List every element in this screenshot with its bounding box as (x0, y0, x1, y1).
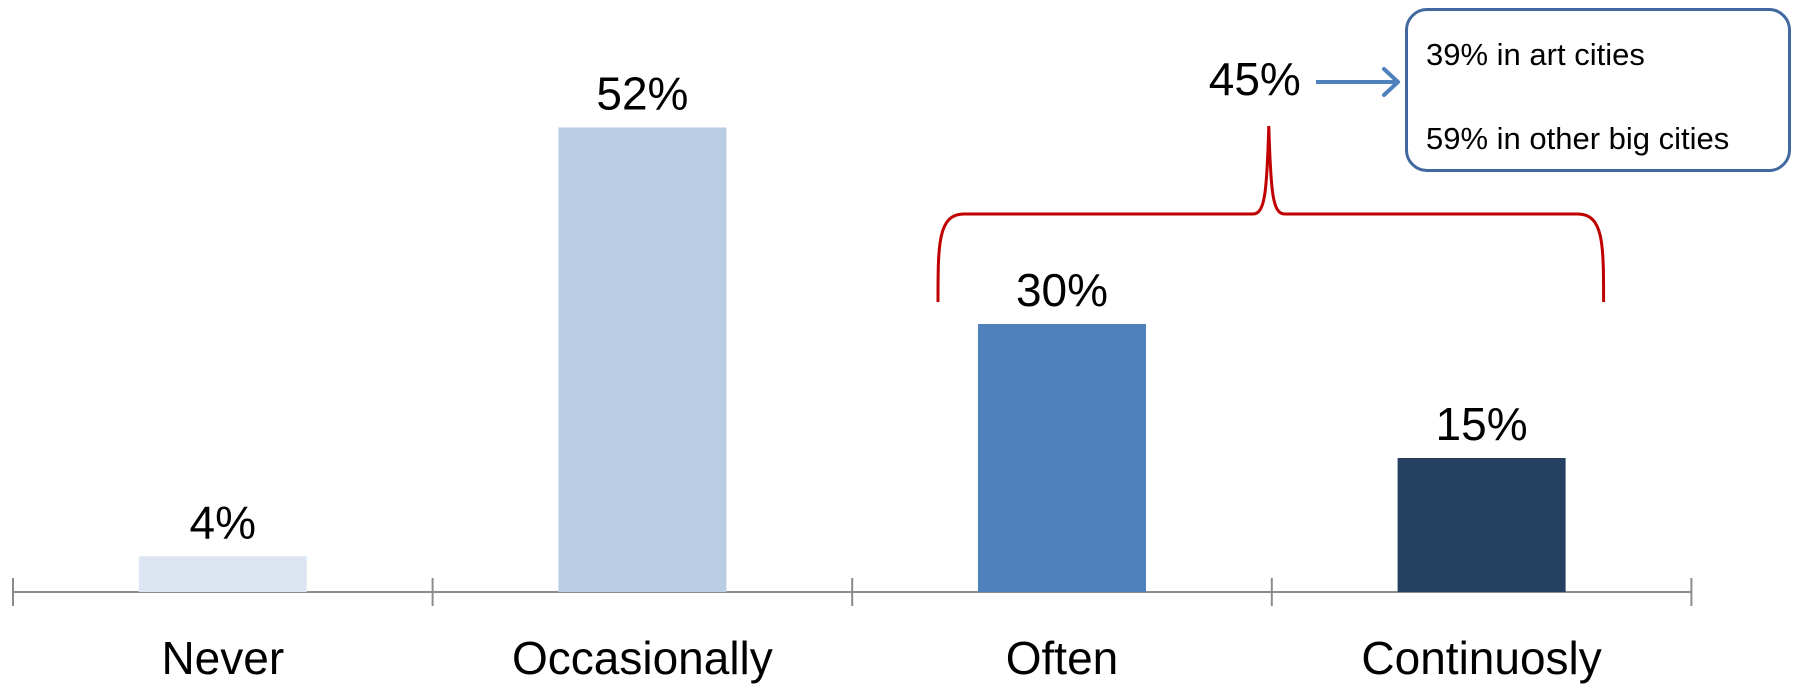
group-total-label: 45% (1209, 53, 1301, 105)
value-label: 30% (1016, 264, 1108, 316)
callout-box: 39% in art cities 59% in other big citie… (1405, 8, 1791, 172)
callout-line-art-cities: 39% in art cities (1426, 37, 1645, 72)
bar-occasionally (558, 127, 727, 592)
bars (138, 127, 1566, 592)
labels: 4% Never 52% Occasionally 30% Often 15% Continu… (161, 67, 1601, 684)
callout-line-other-big-cities: 59% in other big cities (1426, 121, 1730, 156)
bar-often (978, 324, 1146, 592)
category-label: Often (1006, 632, 1119, 684)
bar-never (138, 556, 307, 592)
bar-continuosly (1397, 458, 1566, 592)
category-label: Continuosly (1361, 632, 1601, 684)
arrow-right-icon (1382, 67, 1400, 97)
category-label: Never (161, 632, 284, 684)
category-label: Occasionally (512, 632, 773, 684)
value-label: 52% (596, 67, 688, 119)
value-label: 4% (190, 496, 256, 548)
value-label: 15% (1436, 398, 1528, 450)
group-bracket (936, 125, 1606, 303)
